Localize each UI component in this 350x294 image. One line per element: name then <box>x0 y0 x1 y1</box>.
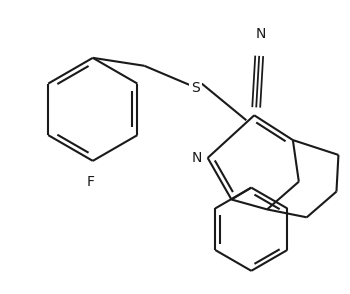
Text: N: N <box>256 27 266 41</box>
Text: F: F <box>87 175 95 189</box>
Text: S: S <box>191 81 200 95</box>
Text: N: N <box>191 151 202 165</box>
